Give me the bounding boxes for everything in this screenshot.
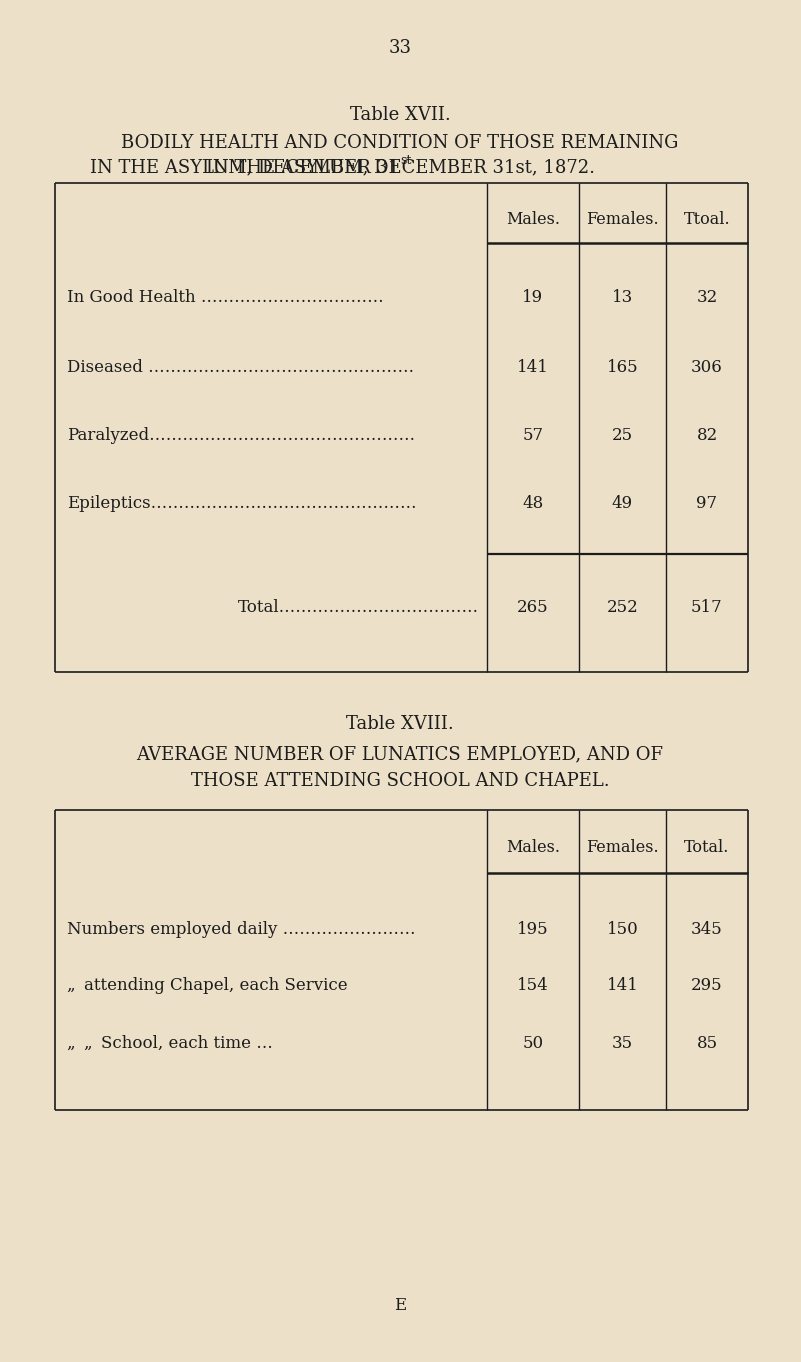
Text: 150: 150 [606, 922, 638, 938]
Text: Table XVIII.: Table XVIII. [346, 715, 454, 733]
Text: Diseased …………………………………………: Diseased ………………………………………… [67, 360, 414, 376]
Text: 49: 49 [612, 496, 633, 512]
Text: 85: 85 [696, 1035, 718, 1051]
Text: 306: 306 [691, 360, 723, 376]
Text: 25: 25 [612, 428, 633, 444]
Text: IN THE ASYLUM, DECEMBER 31st, 1872.: IN THE ASYLUM, DECEMBER 31st, 1872. [206, 158, 594, 176]
Text: 13: 13 [612, 290, 633, 306]
Text: IN THE ASYLUM, DECEMBER 31: IN THE ASYLUM, DECEMBER 31 [91, 158, 400, 176]
Text: 50: 50 [522, 1035, 544, 1051]
Text: AVERAGE NUMBER OF LUNATICS EMPLOYED, AND OF: AVERAGE NUMBER OF LUNATICS EMPLOYED, AND… [136, 745, 663, 763]
Text: 154: 154 [517, 977, 549, 993]
Text: Epileptics…………………………………………: Epileptics………………………………………… [67, 496, 417, 512]
Text: 33: 33 [388, 39, 412, 57]
Text: Females.: Females. [586, 211, 658, 229]
Text: In Good Health ……………………………: In Good Health …………………………… [67, 290, 384, 306]
Text: „ „ School, each time …: „ „ School, each time … [67, 1035, 273, 1051]
Text: Total.: Total. [684, 839, 730, 857]
Text: 35: 35 [612, 1035, 633, 1051]
Text: 517: 517 [691, 599, 723, 617]
Text: 97: 97 [696, 496, 718, 512]
Text: Females.: Females. [586, 839, 658, 857]
Text: 141: 141 [517, 360, 549, 376]
Text: E: E [394, 1297, 406, 1313]
Text: 48: 48 [522, 496, 544, 512]
Text: Numbers employed daily ……………………: Numbers employed daily …………………… [67, 922, 416, 938]
Text: 32: 32 [696, 290, 718, 306]
Text: 141: 141 [606, 977, 638, 993]
Text: Males.: Males. [506, 211, 560, 229]
Text: Paralyzed…………………………………………: Paralyzed………………………………………… [67, 428, 415, 444]
Text: 252: 252 [606, 599, 638, 617]
Text: 165: 165 [606, 360, 638, 376]
Text: 82: 82 [696, 428, 718, 444]
Text: st: st [400, 154, 412, 168]
Text: 19: 19 [522, 290, 544, 306]
Text: Males.: Males. [506, 839, 560, 857]
Text: Ttoal.: Ttoal. [684, 211, 731, 229]
Text: 295: 295 [691, 977, 723, 993]
Text: THOSE ATTENDING SCHOOL AND CHAPEL.: THOSE ATTENDING SCHOOL AND CHAPEL. [191, 772, 610, 790]
Text: 345: 345 [691, 922, 723, 938]
Text: 195: 195 [517, 922, 549, 938]
Text: 57: 57 [522, 428, 544, 444]
Text: 265: 265 [517, 599, 549, 617]
Text: BODILY HEALTH AND CONDITION OF THOSE REMAINING: BODILY HEALTH AND CONDITION OF THOSE REM… [121, 133, 678, 153]
Text: Total………………………………: Total……………………………… [238, 599, 479, 617]
Text: „ attending Chapel, each Service: „ attending Chapel, each Service [67, 977, 348, 993]
Text: Table XVII.: Table XVII. [349, 106, 450, 124]
